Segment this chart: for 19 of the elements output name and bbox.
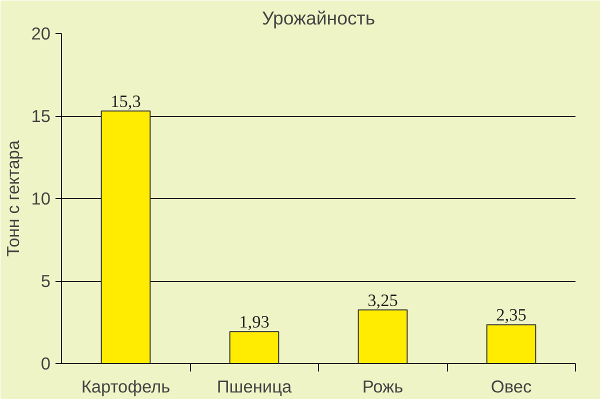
y-tick-label: 5	[40, 271, 51, 291]
bar	[486, 324, 536, 364]
y-axis-title: Тонн с гектара	[3, 140, 24, 257]
data-label: 3,25	[368, 290, 398, 310]
y-tick-label: 15	[31, 106, 51, 126]
data-label: 1,93	[239, 312, 270, 332]
x-tick-label: Картофель	[81, 376, 170, 396]
x-tick-label: Рожь	[362, 376, 404, 396]
data-label: 2,35	[496, 306, 526, 325]
x-tick-label: Пшеница	[216, 376, 292, 396]
bar	[358, 309, 408, 364]
y-tick-label: 20	[31, 24, 51, 44]
chart-title: Урожайность	[262, 8, 376, 28]
data-label: 15,3	[110, 92, 141, 112]
y-tick-label: 0	[40, 354, 51, 374]
x-tick-label: Овес	[490, 376, 532, 396]
bar	[229, 331, 280, 364]
y-tick-label: 10	[31, 188, 51, 208]
bar	[100, 110, 151, 364]
